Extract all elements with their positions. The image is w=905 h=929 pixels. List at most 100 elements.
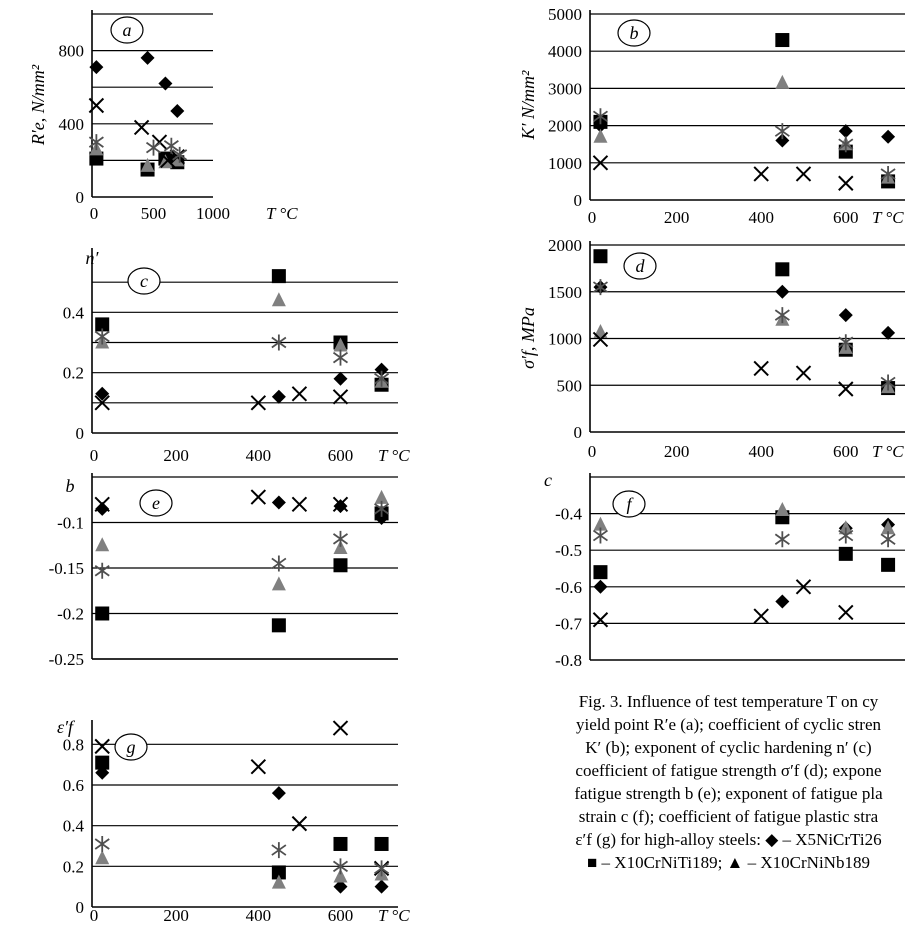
panel-label: g	[127, 737, 136, 757]
cross-marker	[94, 738, 110, 755]
caption-line: fatigue strength b (e); exponent of fati…	[574, 784, 883, 803]
panel-label: b	[630, 23, 639, 43]
panel-label-circle	[623, 252, 657, 280]
caption-line: ■ – X10CrNiTi189; ▲ – X10CrNiNb189	[587, 853, 870, 872]
y-axis-label: b	[66, 476, 75, 496]
y-tick-label: -0.4	[555, 505, 582, 524]
asterisk-marker	[774, 531, 790, 548]
y-tick-label: -0.2	[57, 605, 84, 624]
panel-g: 0 0.2 0.4 0.6 0.8 0 200 400 600 T °C ε′f g	[57, 717, 410, 925]
cross-marker	[250, 395, 267, 411]
triangle-marker	[593, 128, 608, 143]
triangle-marker	[775, 74, 790, 89]
asterisk-marker	[172, 146, 188, 163]
y-tick-label: -0.25	[49, 650, 84, 669]
asterisk-marker	[145, 139, 162, 156]
y-tick-label: 0	[76, 424, 85, 443]
y-tick-label: 1500	[548, 283, 582, 302]
panel-label: f	[626, 494, 634, 514]
y-tick-label: 400	[59, 115, 85, 134]
asterisk-marker	[838, 527, 854, 544]
asterisk-marker	[374, 370, 390, 387]
x-axis-label: T °C	[266, 204, 298, 223]
panel-f: -0.4 -0.5 -0.6 -0.7 -0.8 c f	[544, 470, 905, 670]
y-tick-label: 5000	[548, 5, 582, 24]
panel-label-circle	[139, 489, 173, 517]
cross-marker	[753, 166, 769, 182]
diamond-marker	[775, 284, 790, 299]
asterisk-marker	[374, 860, 390, 877]
diamond-marker	[333, 879, 348, 894]
cross-marker	[838, 381, 854, 397]
asterisk-marker	[271, 555, 287, 572]
diamond-marker	[271, 389, 286, 404]
square-marker	[333, 558, 348, 573]
cross-marker	[592, 612, 609, 628]
square-marker	[775, 262, 790, 277]
asterisk-marker	[88, 134, 104, 151]
cross-marker	[838, 175, 854, 191]
asterisk-marker	[880, 374, 896, 391]
y-axis-label: ε′f	[57, 717, 76, 737]
x-tick-label: 600	[833, 208, 859, 227]
asterisk-marker	[94, 835, 110, 852]
panel-label-circle	[617, 19, 651, 47]
square-marker	[95, 755, 110, 770]
x-tick-label: 400	[246, 446, 272, 465]
diamond-marker	[775, 594, 790, 609]
triangle-marker	[593, 516, 608, 531]
panel-e: -0.1 -0.15 -0.2 -0.25 b e	[49, 473, 398, 669]
x-tick-label: 0	[90, 446, 99, 465]
square-marker	[95, 317, 110, 332]
y-tick-label: 0.4	[63, 303, 85, 322]
panel-label-circle	[612, 490, 646, 518]
asterisk-marker	[592, 279, 608, 296]
y-tick-label: 0	[76, 898, 85, 917]
square-marker	[271, 269, 286, 284]
y-tick-label: 0.4	[63, 817, 85, 836]
square-marker	[271, 865, 286, 880]
diamond-marker	[838, 124, 853, 139]
asterisk-marker	[774, 123, 790, 140]
asterisk-marker	[838, 334, 854, 351]
diamond-marker	[881, 129, 896, 144]
panel-d: 0 500 1000 1500 2000 0 200 400 600 T °C σ′f, MPa d	[518, 236, 905, 461]
cross-marker	[795, 166, 812, 182]
square-marker	[775, 33, 790, 48]
diamond-marker	[140, 50, 155, 65]
panel-label: c	[140, 271, 148, 291]
x-axis-label: T °C	[872, 442, 904, 461]
diamond-marker	[271, 786, 286, 801]
triangle-marker	[95, 537, 110, 552]
x-tick-label: 0	[588, 208, 597, 227]
cross-marker	[291, 815, 308, 832]
asterisk-marker	[592, 527, 608, 544]
x-tick-label: 500	[141, 204, 167, 223]
y-tick-label: -0.15	[49, 559, 84, 578]
triangle-marker	[881, 520, 896, 535]
triangle-marker	[333, 337, 348, 352]
x-tick-label: 400	[748, 442, 774, 461]
y-axis-label: σ′f, MPa	[518, 307, 538, 369]
cross-marker	[592, 155, 609, 171]
triangle-marker	[271, 576, 286, 591]
x-tick-label: 600	[833, 442, 859, 461]
y-tick-label: 0	[76, 188, 85, 207]
diamond-marker	[333, 499, 348, 514]
y-axis-label: R′e, N/mm²	[28, 64, 48, 146]
diamond-marker	[95, 501, 110, 516]
x-axis-label: T °C	[378, 906, 410, 925]
cross-marker	[332, 720, 349, 736]
caption-line: ε′f (g) for high-alloy steels: ◆ – X5NiC…	[575, 830, 882, 849]
square-marker	[271, 618, 286, 633]
y-tick-label: 0.6	[63, 776, 84, 795]
diamond-marker	[333, 371, 348, 386]
cross-marker	[332, 389, 349, 405]
panel-b: 0 1000 2000 3000 4000 5000 0 200 400 600 T °C K′ N/…	[518, 5, 905, 227]
figure-caption: Fig. 3. Influence of test temperature T …	[552, 690, 905, 874]
cross-marker	[592, 331, 609, 348]
cross-marker	[94, 496, 110, 513]
caption-line: yield point R′e (a); coefficient of cycl…	[575, 715, 882, 734]
panel-label: d	[636, 256, 646, 276]
y-tick-label: 0.2	[63, 857, 84, 876]
